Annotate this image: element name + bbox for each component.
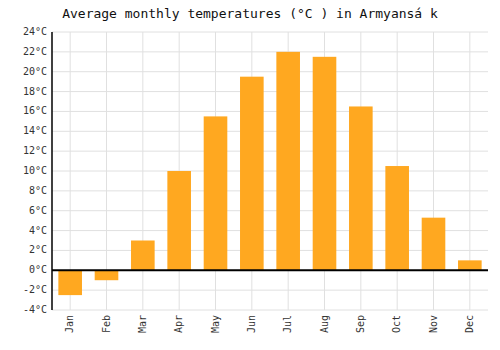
title: Average monthly temperatures (°C ) in Ar… (62, 6, 438, 21)
y-tick-label: 16°C (23, 105, 47, 116)
grid-line (52, 210, 488, 211)
x-tick-labels: Jan Feb Mar Apr May Jun Jul Aug Sep Oct Nov Dec (64, 315, 475, 333)
y-tick-label: 22°C (23, 46, 47, 57)
y-tick-label: 18°C (23, 86, 47, 97)
y-tick-label: 20°C (23, 66, 47, 77)
bar (131, 241, 155, 271)
grid-line (52, 111, 488, 112)
grid (52, 32, 488, 310)
x-tick-label: Feb (101, 315, 112, 333)
x-tick-label: Dec (464, 315, 475, 333)
x-tick-label: Apr (173, 315, 184, 333)
x-tick-label: Sep (355, 315, 366, 333)
y-tick-label: 24°C (23, 26, 47, 37)
chart: -4°C -2°C 0°C 2°C 4°C 6°C 8°C 10°C 12°C 14°C 16°C 1… (0, 0, 500, 350)
grid-line (52, 290, 488, 291)
y-tick-label: 12°C (23, 145, 47, 156)
grid-line (52, 270, 488, 271)
y-tick-label: 10°C (23, 165, 47, 176)
x-tick-label: Jun (246, 315, 257, 333)
y-tick-label: 14°C (23, 125, 47, 136)
grid-line (52, 131, 488, 132)
zero-line (52, 269, 488, 271)
x-tick-label: Aug (319, 315, 330, 333)
bar (458, 260, 482, 270)
bar (385, 166, 409, 270)
y-tick-label: -4°C (23, 304, 47, 315)
grid-line (52, 151, 488, 152)
x-tick-label: Nov (428, 315, 439, 333)
bar (167, 171, 191, 270)
x-tick-label: Mar (137, 315, 148, 333)
bar (95, 270, 119, 280)
x-tick-label: Jan (64, 315, 75, 333)
grid-line (52, 32, 488, 33)
x-tick-label: Oct (391, 315, 402, 333)
grid-line (52, 51, 488, 52)
grid-line (70, 32, 71, 310)
bar (349, 106, 373, 270)
y-tick-label: 8°C (29, 185, 47, 196)
grid-line (52, 190, 488, 191)
y-tick-label: 0°C (29, 264, 47, 275)
bar (313, 57, 337, 270)
grid-line (52, 310, 488, 311)
grid-line (52, 91, 488, 92)
y-tick-label: 2°C (29, 244, 47, 255)
x-tick-label: May (210, 315, 221, 333)
bars (58, 52, 481, 295)
grid-line (52, 171, 488, 172)
bar (240, 77, 264, 271)
y-tick-labels: -4°C -2°C 0°C 2°C 4°C 6°C 8°C 10°C 12°C 14°C 16°C 1… (23, 26, 47, 315)
y-tick-label: -2°C (23, 284, 47, 295)
bar (204, 116, 228, 270)
y-axis-line (51, 32, 53, 310)
x-tick-label: Jul (282, 315, 293, 333)
grid-line (106, 32, 107, 310)
bar (276, 52, 300, 270)
bar (422, 218, 446, 271)
grid-line (52, 71, 488, 72)
y-tick-label: 6°C (29, 205, 47, 216)
y-tick-label: 4°C (29, 225, 47, 236)
bar (58, 270, 82, 295)
